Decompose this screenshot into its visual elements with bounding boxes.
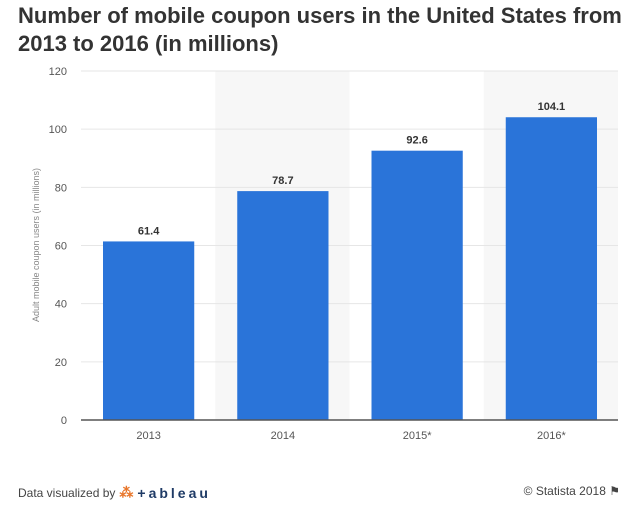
copyright-text: © Statista 2018 <box>523 484 606 498</box>
bar-chart: 0 20 40 60 80 100 120 Adult mobile coupon users… <box>31 66 618 442</box>
y-tick-label: 80 <box>55 182 67 194</box>
data-label: 61.4 <box>138 225 160 237</box>
tableau-credit: Data visualized by ⁂ +ableau <box>18 484 211 501</box>
bar-2013 <box>103 241 195 420</box>
bar-2015* <box>371 150 463 420</box>
x-tick-label: 2014 <box>271 430 295 442</box>
tableau-logo: +ableau <box>137 484 211 501</box>
y-tick-label: 0 <box>61 415 67 427</box>
bar-2014 <box>237 191 329 420</box>
x-tick-label: 2016* <box>537 430 566 442</box>
credit-text: Data visualized by <box>18 485 116 500</box>
y-axis-label: Adult mobile coupon users (in millions) <box>31 168 41 322</box>
y-tick-label: 60 <box>55 241 67 253</box>
chart-title: Number of mobile coupon users in the Uni… <box>18 3 622 56</box>
flag-icon: ⚑ <box>609 484 620 498</box>
y-tick-label: 120 <box>49 66 67 78</box>
data-label: 92.6 <box>406 135 427 147</box>
y-tick-label: 20 <box>55 357 67 369</box>
x-tick-label: 2015* <box>403 430 432 442</box>
tableau-logo-icon: ⁂ <box>119 484 134 500</box>
data-label: 78.7 <box>272 175 293 187</box>
bar-2016* <box>505 117 597 421</box>
data-label: 104.1 <box>538 101 566 113</box>
y-tick-label: 40 <box>55 299 67 311</box>
statista-credit[interactable]: © Statista 2018 ⚑ <box>524 484 620 498</box>
x-tick-label: 2013 <box>136 430 160 442</box>
y-tick-label: 100 <box>49 124 67 136</box>
